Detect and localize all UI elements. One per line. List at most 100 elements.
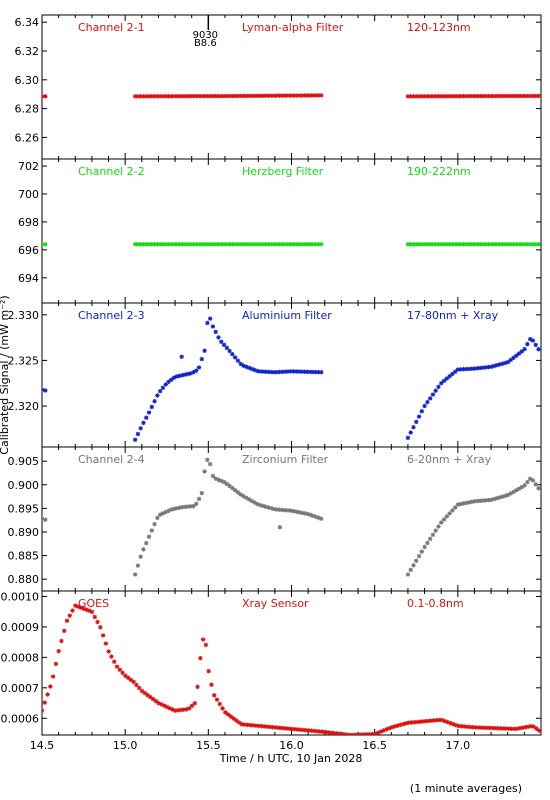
y-tick-label: 0.0008 — [1, 651, 40, 664]
data-point — [477, 93, 483, 99]
data-point — [174, 242, 180, 247]
data-point — [191, 93, 196, 99]
data-point — [244, 242, 249, 247]
data-point — [194, 93, 199, 99]
data-point — [458, 93, 463, 99]
data-point — [95, 619, 100, 625]
y-tick-label: 0.880 — [8, 573, 40, 586]
data-point — [210, 93, 216, 99]
data-point — [325, 730, 331, 735]
data-point — [250, 723, 256, 728]
data-point — [419, 409, 425, 414]
data-point — [441, 378, 447, 384]
data-point — [530, 338, 536, 343]
data-point — [414, 719, 420, 725]
data-point — [307, 369, 313, 375]
data-point — [422, 242, 427, 247]
data-point — [305, 93, 310, 98]
data-point — [437, 717, 442, 723]
data-point — [202, 469, 207, 474]
data-point — [530, 93, 536, 99]
data-point — [503, 726, 509, 731]
data-point — [495, 726, 500, 731]
panel-filter-label: Zirconium Filter — [242, 453, 329, 466]
data-point — [444, 514, 450, 519]
data-point — [455, 367, 461, 372]
data-point — [533, 482, 538, 487]
panel-1: 6.26 6.28 6.30 6.32 6.34 Channel 2-1 Lyman-alp… — [15, 14, 542, 160]
data-point — [149, 404, 155, 410]
data-point — [400, 721, 406, 727]
data-point — [239, 722, 245, 727]
data-point — [187, 706, 192, 711]
data-point — [169, 242, 174, 247]
data-point — [42, 700, 47, 705]
data-point — [120, 670, 125, 675]
data-point — [277, 369, 282, 375]
data-point — [323, 729, 328, 735]
data-point — [181, 707, 186, 712]
y-tick-label: 696 — [18, 244, 39, 257]
data-point — [514, 93, 519, 99]
x-tick-label: 14.5 — [30, 739, 55, 752]
y-tick-label: 0.0010 — [1, 590, 40, 603]
data-point — [221, 93, 227, 99]
data-point — [472, 93, 477, 99]
data-point — [227, 242, 232, 247]
data-point — [516, 242, 522, 247]
data-point — [234, 718, 239, 723]
data-point — [480, 93, 486, 99]
data-point — [280, 507, 285, 513]
data-point — [150, 696, 156, 702]
panel-channel-label: GOES — [78, 597, 109, 610]
data-point — [509, 726, 514, 731]
data-point — [232, 488, 238, 493]
data-point — [439, 94, 444, 99]
data-point — [232, 93, 238, 99]
data-point — [155, 515, 160, 521]
data-point — [160, 511, 166, 516]
data-point — [269, 506, 274, 511]
averages-note: (1 minute averages) — [410, 782, 522, 795]
data-point — [447, 242, 452, 247]
data-point — [411, 425, 416, 430]
data-point — [505, 359, 511, 365]
data-point — [491, 496, 497, 502]
data-point — [403, 721, 409, 726]
data-point — [514, 353, 519, 358]
data-point — [441, 94, 447, 99]
x-tick-label: 16.5 — [362, 739, 387, 752]
panel-frame — [41, 14, 542, 160]
x-axis-label: Time / h UTC, 10 Jan 2028 — [219, 752, 363, 765]
data-point — [472, 366, 477, 371]
data-point — [179, 354, 184, 359]
data-point — [484, 725, 489, 731]
data-point — [274, 369, 280, 375]
data-point — [450, 721, 456, 727]
data-point — [171, 375, 177, 380]
data-point — [294, 369, 299, 374]
data-point — [242, 722, 247, 727]
data-point — [536, 93, 541, 99]
data-point — [483, 365, 488, 370]
data-point — [246, 242, 252, 247]
data-point — [164, 704, 170, 710]
data-point — [419, 94, 425, 99]
data-point — [439, 717, 445, 723]
data-point — [159, 702, 164, 707]
y-tick-label: 2.325 — [8, 354, 40, 367]
data-point — [316, 515, 321, 520]
data-point — [62, 628, 67, 634]
data-point — [263, 504, 268, 509]
data-point — [511, 93, 516, 99]
data-point — [491, 363, 497, 369]
data-point — [109, 654, 114, 659]
panel-3: 2.320 2.325 2.330 Channel 2-3 Aluminium Filt… — [8, 302, 542, 448]
data-point — [331, 730, 336, 735]
data-point — [256, 723, 261, 729]
data-point — [221, 479, 227, 485]
data-point — [169, 507, 174, 512]
data-point — [313, 514, 318, 519]
panels-group: 6.26 6.28 6.30 6.32 6.34 Channel 2-1 Lyman-alp… — [1, 14, 542, 752]
data-point — [302, 93, 307, 98]
